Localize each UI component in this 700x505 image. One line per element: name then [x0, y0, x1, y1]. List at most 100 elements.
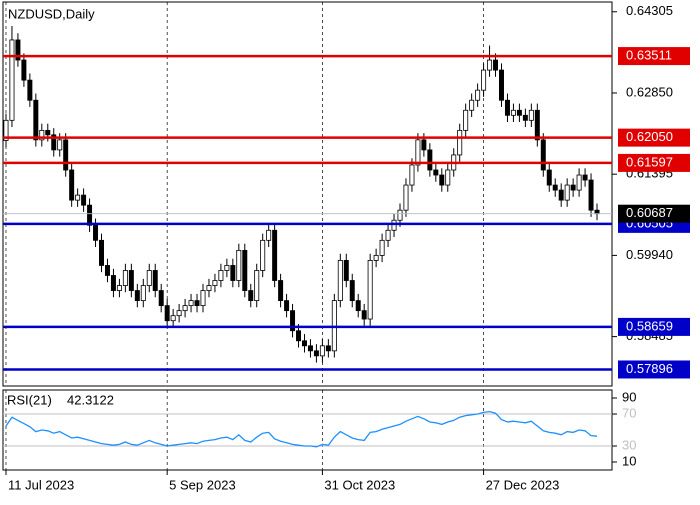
candle-body [182, 305, 188, 312]
candle-body [158, 290, 164, 307]
rsi-last-value: 42.3122 [67, 392, 114, 407]
candle-body [188, 300, 194, 307]
candle-body [510, 109, 516, 116]
candle-body [33, 99, 39, 141]
candle-body [313, 350, 319, 357]
candle-body [445, 169, 451, 186]
level-label: 0.58659 [626, 318, 673, 333]
level-label-box [618, 317, 690, 336]
candle-body [63, 139, 69, 171]
candle-body [373, 254, 379, 261]
candle-body [248, 290, 254, 302]
candle-body [75, 194, 81, 201]
candle-body [200, 290, 206, 307]
candle-body [122, 270, 128, 286]
candle-body [528, 109, 534, 121]
candle-body [564, 184, 570, 201]
candle-body [421, 139, 427, 151]
candle-body [493, 59, 499, 71]
level-label-box [618, 128, 690, 147]
chart-title: NZDUSD,Daily [8, 6, 95, 21]
candle-body [475, 89, 481, 101]
candle-body [99, 239, 104, 266]
candle-body [397, 209, 403, 221]
y-tick-label: 0.64305 [626, 3, 673, 18]
rsi-y-tick-label: 30 [622, 437, 636, 452]
candle-body [260, 239, 266, 271]
candle-body [576, 174, 582, 191]
x-tick-label: 27 Dec 2023 [486, 477, 560, 492]
candle-body [81, 194, 87, 206]
candle-body [272, 229, 278, 281]
candle-body [57, 139, 63, 151]
candle-body [266, 229, 272, 241]
candle-body [337, 260, 343, 302]
level-label-box [618, 153, 690, 172]
candle-body [301, 340, 307, 347]
candle-body [290, 310, 296, 332]
candle-body [194, 300, 200, 307]
candle-body [534, 109, 540, 141]
level-label: 0.57896 [626, 361, 673, 376]
candle-body [319, 345, 325, 357]
level-label: 0.61597 [626, 154, 673, 169]
candle-body [439, 174, 445, 186]
candle-body [140, 285, 146, 302]
candle-body [558, 189, 564, 201]
candle-body [15, 39, 21, 61]
candle-body [27, 79, 33, 101]
rsi-frame [2, 389, 613, 471]
candle-body [552, 184, 558, 191]
rsi-name: RSI(21) [7, 392, 52, 407]
candle-body [128, 270, 134, 291]
candle-body [540, 139, 546, 171]
x-tick-label: 11 Jul 2023 [8, 477, 74, 492]
candle-body [152, 270, 158, 291]
candle-body [325, 345, 331, 352]
candle-body [134, 290, 140, 302]
rsi-y-tick-label: 90 [622, 389, 636, 404]
candle-body [516, 109, 522, 116]
candle-body [116, 285, 122, 291]
candle-body [409, 164, 415, 186]
candle-body [487, 59, 493, 71]
rsi-line [5, 410, 598, 448]
candle-body [457, 129, 463, 156]
candle-body [379, 239, 385, 256]
candle-body [254, 270, 260, 302]
candle-body [403, 184, 409, 211]
candle-body [522, 114, 528, 121]
candle-body [176, 310, 182, 317]
x-tick-label: 31 Oct 2023 [324, 477, 395, 492]
candle-body [51, 134, 57, 151]
candle-body [218, 270, 224, 281]
x-tick-label: 5 Sep 2023 [169, 477, 236, 492]
candle-body [230, 265, 236, 281]
candle-body [355, 300, 361, 312]
candle-body [206, 285, 212, 291]
candle-body [45, 129, 51, 136]
candle-body [224, 265, 230, 271]
candle-body [582, 174, 588, 181]
candle-body [104, 265, 110, 276]
candle-body [93, 224, 99, 241]
candle-body [343, 260, 349, 281]
candle-body [307, 345, 313, 352]
candle-body [278, 280, 284, 302]
candle-body [469, 99, 475, 111]
candle-body [164, 305, 170, 322]
candle-body [570, 184, 576, 191]
level-label-box [618, 360, 690, 379]
candle-body [9, 39, 15, 121]
candle-body [588, 179, 594, 211]
candle-body [499, 69, 504, 101]
y-tick-label: 0.59940 [626, 247, 673, 262]
candle-body [415, 139, 421, 166]
candle-body [69, 169, 75, 201]
candle-body [21, 59, 27, 81]
candle-body [433, 169, 439, 176]
current-price-label: 0.60687 [626, 205, 673, 220]
candle-body [212, 280, 218, 286]
